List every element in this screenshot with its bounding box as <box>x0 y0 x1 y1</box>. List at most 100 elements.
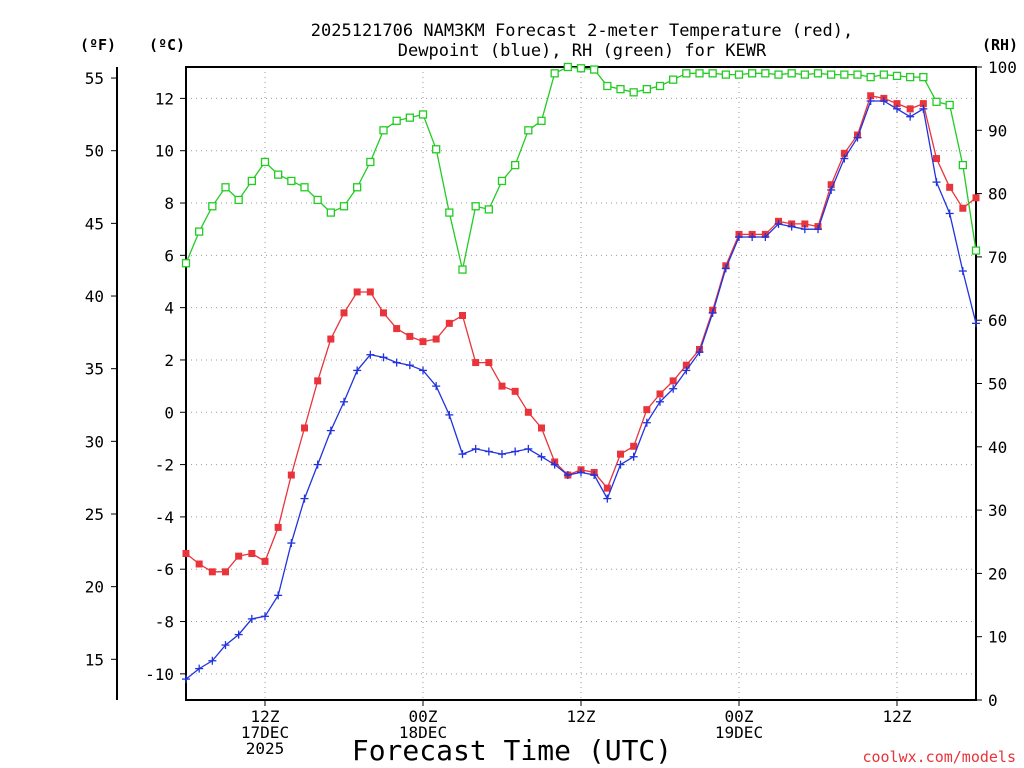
temperature-point <box>656 390 664 398</box>
grid-lines <box>186 67 976 700</box>
temperature-point <box>459 311 466 319</box>
rh-tick-label: 90 <box>988 121 1007 140</box>
temperature-point <box>327 335 335 343</box>
temperature-point <box>445 319 453 327</box>
chart-title-line2: Dewpoint (blue), RH (green) for KEWR <box>398 41 767 61</box>
fahrenheit-tick-label: 25 <box>85 505 104 524</box>
dewpoint-point <box>787 222 796 231</box>
temperature-point <box>511 387 519 395</box>
dewpoint-point <box>827 185 836 194</box>
rh-point <box>563 62 572 72</box>
temperature-point <box>643 406 651 414</box>
dewpoint-point <box>432 382 441 391</box>
dewpoint-point <box>300 494 309 503</box>
rh-point <box>247 176 256 186</box>
dewpoint-point <box>840 154 849 163</box>
fahrenheit-tick-label: 20 <box>85 578 104 597</box>
rh-point <box>234 195 243 205</box>
temperature-point <box>314 377 322 385</box>
rh-point <box>748 69 757 78</box>
temperature-point <box>182 550 190 558</box>
dewpoint-point <box>405 361 414 370</box>
temperature-point <box>195 560 203 568</box>
dewpoint-point <box>590 471 599 480</box>
temperature-point <box>222 568 229 576</box>
dewpoint-point <box>313 460 322 469</box>
rh-point <box>708 69 717 78</box>
fahrenheit-tick-label: 35 <box>85 360 104 379</box>
dewpoint-point <box>287 539 296 548</box>
rh-point <box>550 69 559 78</box>
dewpoint-point <box>392 358 401 367</box>
rh-point <box>827 70 836 79</box>
rh-point <box>813 69 823 78</box>
rh-point <box>695 69 704 78</box>
dewpoint-point <box>537 452 546 461</box>
temperature-point <box>840 149 848 157</box>
rh-tick-label: 80 <box>988 185 1007 204</box>
rh-point <box>537 116 546 125</box>
dewpoint-point <box>524 444 533 453</box>
dewpoint-point <box>379 353 388 362</box>
dewpoint-point <box>932 178 941 187</box>
chart-title-line1: 2025121706 NAM3KM Forecast 2-meter Tempe… <box>311 21 853 41</box>
temperature-point <box>274 523 282 531</box>
dewpoint-point <box>182 675 190 684</box>
rh-point <box>721 70 730 79</box>
rh-point <box>840 70 849 79</box>
dewpoint-point <box>484 447 493 456</box>
dewpoint-point <box>247 614 256 623</box>
rh-point <box>774 70 783 79</box>
rh-point <box>642 85 651 94</box>
temperature-point <box>485 359 493 367</box>
dewpoint-point <box>735 233 743 242</box>
x-tick-label: 00Z <box>725 707 754 726</box>
dewpoint-point <box>906 112 915 121</box>
rh-point <box>971 246 981 255</box>
rh-point <box>958 160 967 170</box>
rh-point <box>879 70 888 79</box>
rh-tick-label: 40 <box>988 438 1007 457</box>
rh-point <box>616 85 625 94</box>
dewpoint-point <box>550 460 559 469</box>
rh-point <box>353 183 362 192</box>
rh-point <box>274 170 283 179</box>
fahrenheit-tick-label: 30 <box>85 432 104 451</box>
rh-point <box>590 65 599 74</box>
x-tick-label: 00Z <box>409 707 438 726</box>
temperature-point <box>498 382 506 390</box>
dewpoint-point <box>458 450 467 459</box>
rh-tick-label: 100 <box>988 58 1017 77</box>
x-tick-label: 19DEC <box>715 723 763 742</box>
rh-unit-label: (RH) <box>982 36 1018 54</box>
dewpoint-point <box>800 225 809 234</box>
x-tick-label: 12Z <box>883 707 912 726</box>
rh-point <box>800 70 809 79</box>
tick-labels: -10-8-6-4-202468101215202530354045505501… <box>85 58 1017 758</box>
temperature-point <box>524 408 532 416</box>
temperature-point <box>261 557 269 565</box>
rh-point <box>339 202 349 211</box>
x-tick-label: 17DEC <box>241 723 289 742</box>
rh-point <box>313 195 322 205</box>
rh-point <box>945 100 954 110</box>
dewpoint-point <box>669 384 678 393</box>
x-tick-label: 12Z <box>251 707 280 726</box>
rh-point <box>919 72 928 82</box>
dewpoint-point <box>221 641 230 650</box>
rh-point <box>511 160 520 170</box>
celsius-tick-label: -2 <box>155 456 174 475</box>
celsius-tick-label: -6 <box>155 560 174 579</box>
dewpoint-point <box>471 444 480 453</box>
dewpoint-point <box>642 418 651 427</box>
temperature-point <box>867 92 875 100</box>
celsius-tick-label: 4 <box>164 299 174 318</box>
dewpoint-point <box>945 209 954 218</box>
celsius-tick-label: -10 <box>145 665 174 684</box>
temperature-point <box>617 450 624 458</box>
celsius-tick-label: -8 <box>155 613 174 632</box>
dewpoint-point <box>603 494 612 503</box>
dewpoint-point <box>419 366 427 375</box>
x-tick-label: 18DEC <box>399 723 447 742</box>
